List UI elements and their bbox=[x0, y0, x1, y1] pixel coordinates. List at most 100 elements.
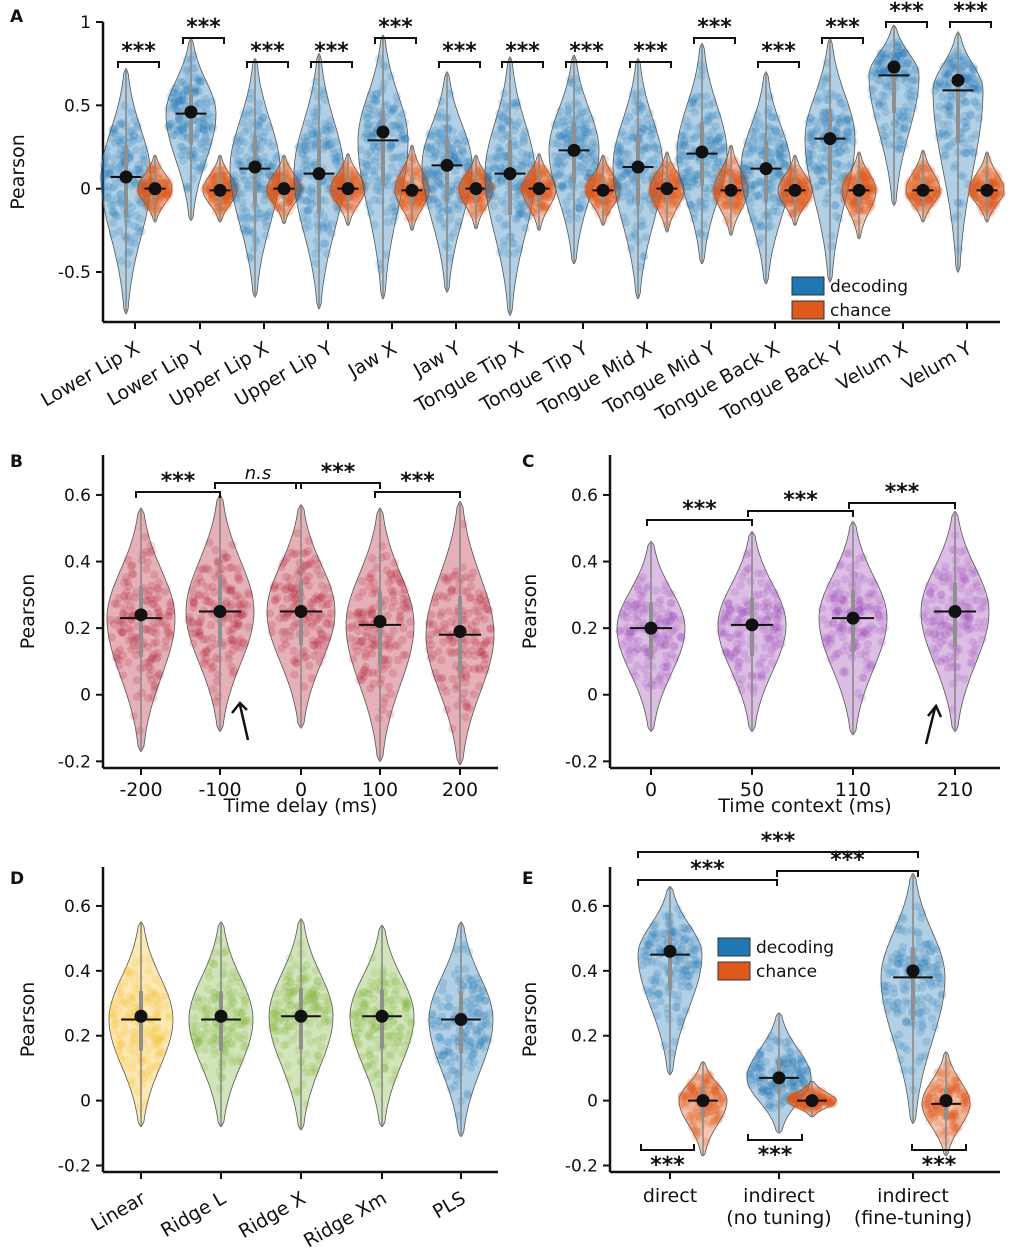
data-point bbox=[190, 72, 199, 82]
data-point bbox=[128, 569, 137, 578]
data-point bbox=[297, 182, 306, 192]
data-point bbox=[511, 121, 521, 130]
data-point bbox=[167, 119, 176, 128]
data-point bbox=[527, 151, 537, 160]
data-point bbox=[399, 165, 408, 174]
sig-bracket-A-label: *** bbox=[825, 15, 860, 40]
data-point bbox=[208, 122, 217, 131]
data-point bbox=[178, 126, 188, 136]
data-point bbox=[461, 179, 470, 189]
mean-marker bbox=[788, 183, 802, 197]
data-point bbox=[232, 194, 241, 203]
data-point bbox=[281, 640, 291, 649]
data-point bbox=[751, 179, 760, 189]
data-point bbox=[117, 119, 127, 128]
data-point bbox=[132, 165, 141, 174]
data-point bbox=[628, 175, 637, 184]
data-point bbox=[267, 628, 277, 637]
violin-decoding bbox=[674, 43, 730, 265]
data-point bbox=[974, 114, 984, 123]
data-point bbox=[231, 188, 240, 198]
data-point bbox=[243, 588, 252, 598]
data-point bbox=[193, 76, 203, 86]
data-point bbox=[393, 185, 402, 195]
data-point bbox=[182, 184, 192, 194]
y-axis-title-A: Pearson bbox=[7, 134, 29, 210]
data-point bbox=[580, 117, 589, 126]
data-point bbox=[203, 126, 212, 136]
violin-decoding bbox=[163, 38, 218, 221]
data-point bbox=[202, 99, 211, 108]
violin-decoding bbox=[98, 68, 152, 315]
data-point bbox=[191, 131, 200, 141]
mean-marker bbox=[469, 182, 483, 196]
data-point bbox=[115, 150, 124, 159]
data-point bbox=[139, 155, 148, 164]
data-point bbox=[353, 198, 362, 208]
data-point bbox=[872, 112, 881, 121]
data-point bbox=[649, 155, 658, 165]
data-point bbox=[139, 163, 149, 172]
data-point bbox=[932, 175, 941, 184]
mean-marker bbox=[916, 183, 930, 197]
data-point bbox=[367, 132, 376, 141]
data-point bbox=[833, 160, 842, 169]
data-point bbox=[149, 208, 158, 217]
data-point bbox=[683, 183, 692, 192]
data-point bbox=[164, 121, 173, 131]
data-point bbox=[878, 98, 887, 107]
data-point bbox=[163, 624, 172, 633]
data-point bbox=[142, 188, 151, 197]
data-point bbox=[123, 249, 132, 258]
data-point bbox=[384, 171, 394, 180]
mean-marker bbox=[312, 167, 326, 181]
data-point bbox=[122, 232, 132, 242]
data-point bbox=[388, 153, 397, 163]
data-point bbox=[788, 209, 798, 218]
data-point bbox=[156, 192, 165, 202]
data-point bbox=[385, 144, 394, 154]
data-point bbox=[190, 161, 199, 170]
data-point bbox=[955, 245, 964, 254]
data-point bbox=[127, 107, 136, 117]
data-point bbox=[177, 97, 186, 106]
data-point bbox=[190, 84, 199, 93]
data-point bbox=[116, 132, 125, 142]
data-point bbox=[322, 618, 331, 628]
data-point bbox=[128, 136, 138, 145]
data-point bbox=[446, 206, 456, 216]
mean-marker bbox=[119, 170, 133, 184]
data-point bbox=[639, 253, 648, 262]
data-point bbox=[386, 710, 395, 719]
data-point bbox=[134, 223, 143, 233]
data-point bbox=[103, 182, 113, 191]
data-point bbox=[423, 143, 432, 152]
data-point bbox=[164, 186, 173, 195]
data-point bbox=[170, 84, 179, 93]
data-point bbox=[183, 64, 192, 73]
data-point bbox=[467, 171, 477, 180]
data-point bbox=[815, 181, 824, 190]
data-point bbox=[491, 152, 500, 161]
data-point bbox=[129, 130, 139, 140]
data-point bbox=[195, 573, 204, 582]
data-point bbox=[162, 191, 171, 200]
data-point bbox=[386, 105, 396, 114]
data-point bbox=[904, 187, 913, 197]
sig-bracket-A-label: *** bbox=[633, 39, 668, 64]
mean-marker bbox=[376, 125, 390, 139]
data-point bbox=[396, 200, 406, 209]
data-point bbox=[172, 105, 181, 115]
data-point bbox=[907, 60, 916, 69]
data-point bbox=[216, 204, 226, 213]
mean-marker bbox=[887, 60, 901, 74]
y-axis-title-B: Pearson bbox=[17, 574, 39, 650]
mean-marker bbox=[503, 167, 517, 181]
data-point bbox=[587, 192, 596, 201]
data-point bbox=[230, 177, 239, 186]
sig-bracket-A-label: *** bbox=[569, 39, 604, 64]
data-point bbox=[291, 619, 300, 628]
data-point bbox=[189, 639, 198, 648]
data-point bbox=[561, 206, 571, 215]
mean-marker bbox=[980, 183, 994, 197]
